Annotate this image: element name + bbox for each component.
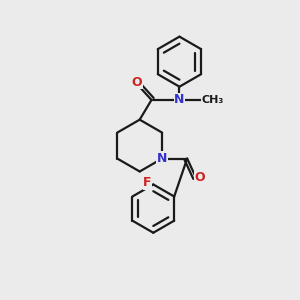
Text: O: O (194, 171, 205, 184)
Text: N: N (174, 93, 184, 106)
Text: N: N (157, 152, 167, 165)
Text: CH₃: CH₃ (201, 95, 224, 105)
Text: O: O (131, 76, 142, 89)
Text: F: F (143, 176, 152, 190)
